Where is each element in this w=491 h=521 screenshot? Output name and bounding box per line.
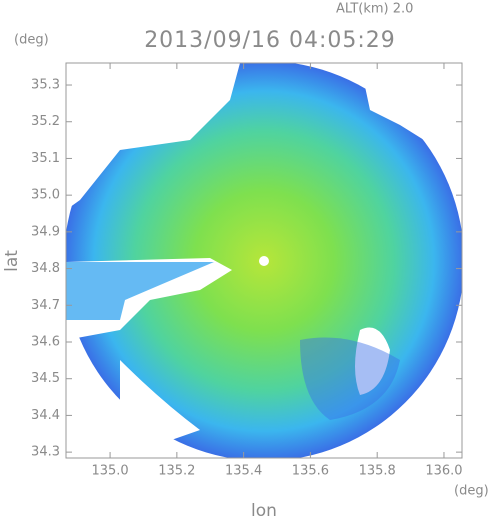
plot-frame — [65, 62, 463, 459]
y-tick-label: 35.3 — [31, 78, 60, 93]
y-tick-label: 35.2 — [31, 114, 60, 129]
y-tick-label: 34.4 — [31, 408, 60, 423]
x-tick-label: 135.0 — [91, 464, 128, 479]
y-tick-label: 35.0 — [31, 188, 60, 203]
y-tick-label: 34.7 — [31, 298, 60, 313]
y-tick-label: 34.3 — [31, 445, 60, 460]
y-tick-label: 34.6 — [31, 334, 60, 349]
x-axis-label: lon — [251, 501, 277, 521]
y-tick-label: 35.1 — [31, 151, 60, 166]
x-tick-label: 135.2 — [158, 464, 195, 479]
x-tick-label: 135.4 — [225, 464, 262, 479]
x-tick-label: 135.8 — [359, 464, 396, 479]
x-tick-label: 136.0 — [425, 464, 462, 479]
x-unit: (deg) — [454, 484, 489, 499]
altitude-label: ALT(km) 2.0 — [336, 2, 413, 17]
y-axis-label: lat — [2, 250, 22, 272]
y-unit: (deg) — [14, 33, 49, 48]
radar-echo — [66, 63, 462, 458]
y-tick-label: 34.9 — [31, 224, 60, 239]
y-tick-label: 34.8 — [31, 261, 60, 276]
chart-title: 2013/09/16 04:05:29 — [144, 28, 396, 53]
y-tick-label: 34.5 — [31, 371, 60, 386]
x-tick-label: 135.6 — [292, 464, 329, 479]
